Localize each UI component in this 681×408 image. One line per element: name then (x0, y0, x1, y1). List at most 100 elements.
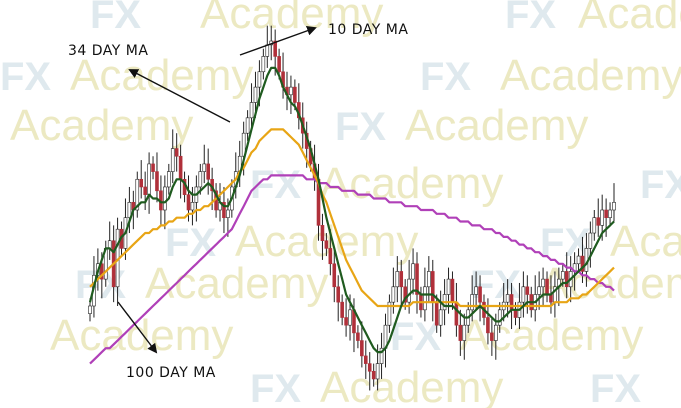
candle-body (478, 286, 482, 303)
candle-body (407, 278, 411, 303)
ma-lines-group (88, 66, 615, 365)
candle-body (174, 148, 179, 157)
candle-body (155, 171, 159, 192)
ma100-line (89, 174, 615, 365)
candle-body (580, 255, 585, 272)
candle-down (430, 259, 435, 322)
candle-up (592, 210, 597, 241)
candle-body (363, 355, 368, 364)
candle-body (537, 286, 541, 295)
candle-up (612, 183, 616, 222)
ma10-label: 10 DAY MA (328, 22, 408, 38)
candle-down (403, 279, 407, 310)
candle-down (450, 271, 455, 310)
candle-up (588, 221, 593, 268)
candle-body (521, 286, 526, 303)
candle-down (490, 317, 494, 356)
candle-up (249, 83, 254, 130)
candle-up (135, 171, 140, 218)
candle-down (143, 171, 147, 210)
candle-up (194, 175, 199, 222)
candle-down (525, 275, 530, 314)
candle-body (88, 305, 92, 314)
candle-body (336, 286, 341, 303)
candle-body (564, 271, 569, 288)
candle-body (391, 286, 396, 303)
candle-body (411, 263, 415, 280)
candle-down (340, 294, 344, 326)
candle-up (147, 152, 151, 214)
candle-body (497, 309, 502, 326)
ma100-label: 100 DAY MA (126, 365, 216, 381)
candle-up (533, 275, 538, 322)
candle-down (222, 186, 226, 234)
candle-up (383, 313, 388, 368)
candle-down (415, 252, 419, 314)
candle-body (257, 71, 262, 88)
candle-up (107, 221, 112, 260)
candle-body (289, 86, 293, 96)
candle-body (423, 286, 427, 311)
candle-body (462, 324, 467, 341)
candle-body (277, 56, 281, 73)
candle-body (541, 278, 545, 288)
annotations: 10 DAY MA 34 DAY MA 100 DAY MA (68, 22, 408, 381)
candle-body (245, 117, 250, 134)
candle-body (249, 102, 254, 119)
candle-body (273, 40, 277, 57)
candle-body (446, 278, 451, 295)
candle-body (265, 44, 270, 57)
candle-body (324, 240, 329, 249)
candle-up (265, 25, 270, 68)
candle-down (174, 133, 179, 172)
candle-body (604, 209, 608, 218)
candle-body (427, 271, 431, 288)
candle-body (399, 271, 404, 288)
candle-body (100, 263, 104, 280)
candle-down (178, 144, 183, 199)
candle-body (596, 217, 601, 226)
candles-group (88, 25, 616, 391)
candle-up (438, 290, 443, 337)
candle-body (560, 271, 565, 280)
candle-up (387, 294, 392, 333)
candle-body (163, 186, 167, 211)
candle-down (478, 275, 482, 322)
ma34-arrow (128, 69, 231, 123)
candle-up (170, 129, 175, 184)
candle-body (356, 332, 360, 341)
candle-body (387, 301, 392, 326)
candle-body (348, 309, 352, 326)
candle-down (155, 152, 159, 203)
candle-body (293, 86, 297, 103)
candle-up (474, 271, 478, 310)
candle-body (438, 309, 443, 326)
candle-up (261, 48, 266, 80)
candle-body (222, 202, 226, 218)
candle-body (545, 278, 549, 295)
candle-body (592, 217, 597, 234)
candle-down (206, 148, 210, 195)
candle-body (505, 294, 510, 303)
candle-down (371, 363, 376, 387)
candle-down (564, 252, 569, 299)
candle-body (434, 301, 439, 326)
candle-body (332, 263, 337, 288)
candle-body (403, 286, 407, 303)
candle-body (107, 240, 112, 249)
candle-body (458, 324, 463, 341)
candle-down (281, 52, 285, 99)
candle-body (143, 186, 147, 195)
candle-body (494, 324, 498, 341)
candle-down (545, 271, 549, 303)
candle-body (576, 255, 581, 265)
candle-down (363, 340, 368, 379)
candle-up (541, 267, 545, 306)
candle-down (367, 352, 372, 391)
candle-body (395, 271, 400, 288)
candle-body (375, 363, 380, 380)
candle-down (356, 325, 360, 349)
candle-body (415, 263, 419, 295)
candle-body (151, 163, 155, 172)
candle-body (261, 56, 266, 73)
